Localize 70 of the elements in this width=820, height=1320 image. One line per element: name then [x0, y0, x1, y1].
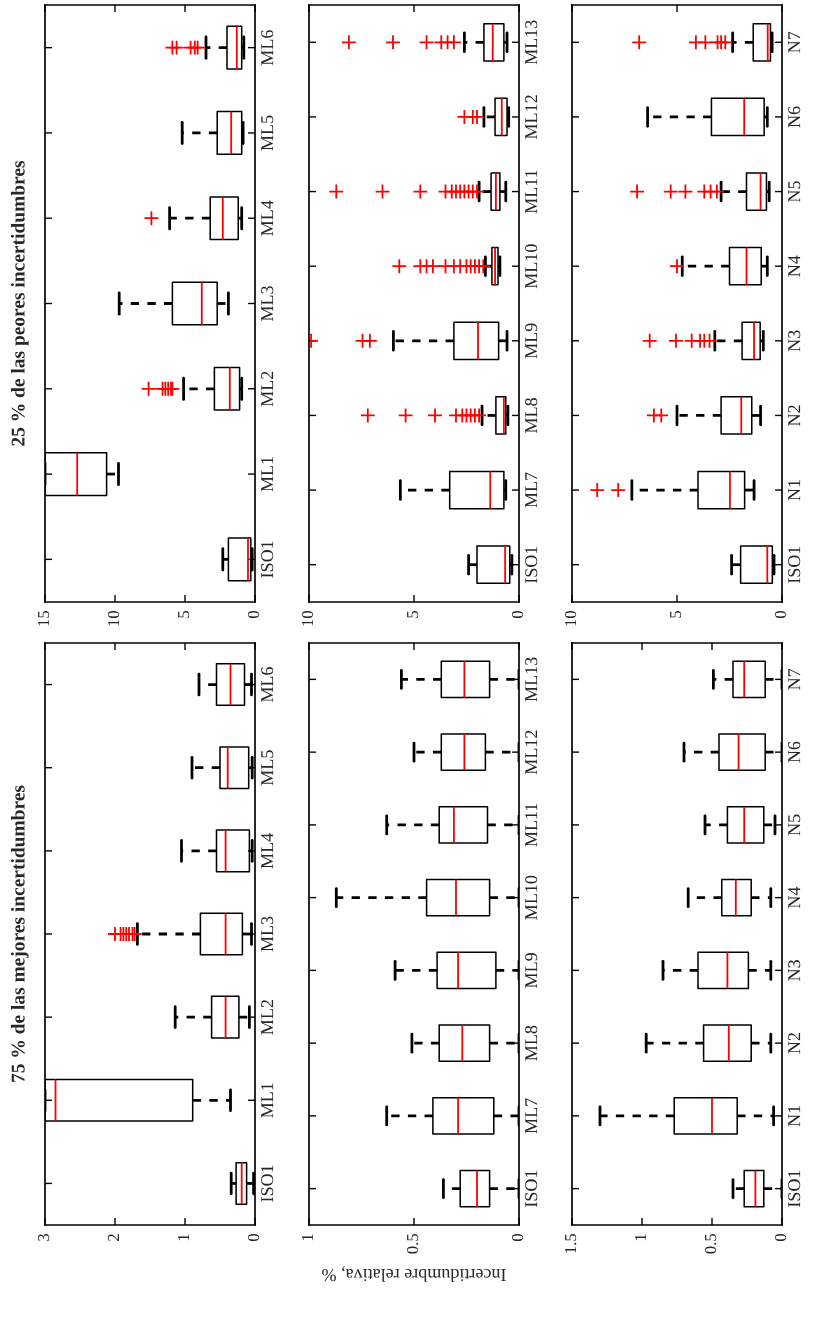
x-tick-label: 1: [302, 1234, 314, 1241]
x-tick-label: 1: [635, 1234, 647, 1241]
x-tick-label: 0: [511, 610, 524, 619]
y-tick-label: ML11: [525, 803, 538, 847]
y-tick-label: ISO1: [525, 1170, 538, 1208]
y-tick-label: ML12: [525, 95, 538, 139]
x-tick-label: 0.5: [406, 1233, 419, 1254]
y-tick-label: ML1: [261, 457, 274, 492]
y-tick-label: N1: [788, 1105, 801, 1127]
y-tick-label: ML4: [261, 833, 274, 869]
y-tick-label: N4: [788, 886, 801, 909]
y-tick-label: ML12: [525, 730, 538, 775]
y-tick-label: ML11: [525, 170, 538, 214]
y-tick-label: N7: [788, 668, 801, 690]
y-tick-label: N5: [788, 181, 801, 203]
y-tick-label: ISO1: [261, 541, 274, 578]
x-tick-label: 5: [407, 610, 419, 618]
y-tick-label: N3: [788, 960, 801, 981]
y-tick-label: N6: [788, 106, 801, 128]
text: 75 % de las mejores incertidumbres: [10, 785, 29, 1082]
x-tick-label: 10: [564, 610, 577, 626]
y-tick-label: N6: [788, 741, 801, 763]
x-tick-label: 10: [301, 610, 314, 626]
y-tick-label: ML6: [261, 30, 274, 66]
y-tick-label: N3: [788, 330, 801, 352]
y-tick-label: ML2: [261, 1000, 274, 1035]
y-tick-label: ML8: [525, 1025, 538, 1061]
x-tick-label: 15: [38, 610, 50, 626]
y-tick-label: ML10: [525, 244, 538, 289]
x-tick-label: 0: [247, 1233, 260, 1242]
x-tick-label: 0: [247, 610, 260, 619]
x-tick-label: 2: [107, 1234, 120, 1241]
y-tick-label: ISO1: [788, 546, 801, 584]
x-tick-label: 5: [670, 610, 682, 618]
x-tick-label: 0: [774, 610, 787, 619]
y-tick-label: N2: [788, 405, 801, 426]
y-tick-label: ML1: [261, 1083, 274, 1118]
y-tick-label: ML7: [525, 472, 538, 508]
y-tick-label: ML8: [525, 398, 538, 433]
y-tick-label: ML3: [261, 286, 274, 322]
y-tick-label: ISO1: [525, 546, 538, 584]
x-tick-label: 5: [178, 610, 190, 618]
y-tick-label: ML5: [261, 115, 274, 151]
y-tick-label: ML3: [261, 916, 274, 952]
x-tick-label: 1.5: [565, 1233, 577, 1253]
x-tick-label: 0: [774, 1233, 787, 1242]
y-tick-label: ISO1: [788, 1170, 801, 1208]
y-tick-label: ML7: [525, 1098, 538, 1134]
y-tick-label: ML9: [525, 323, 538, 359]
y-tick-label: ML6: [261, 667, 274, 703]
y-tick-label: ML9: [525, 953, 538, 988]
x-tick-label: 0: [511, 1233, 524, 1242]
y-tick-label: ML13: [525, 657, 538, 702]
x-tick-label: 1: [178, 1234, 190, 1241]
y-tick-label: N5: [788, 814, 801, 836]
x-axis-title: Incertidumbre relativa, %: [322, 1266, 506, 1282]
y-tick-label: N1: [788, 480, 801, 501]
text: 25 % de las peores incertidumbres: [10, 160, 29, 446]
x-tick-label: 0.5: [704, 1233, 717, 1254]
y-tick-label: N4: [788, 255, 801, 277]
y-tick-label: ML13: [525, 20, 538, 65]
y-tick-label: ML5: [261, 750, 274, 786]
y-tick-label: ISO1: [261, 1165, 274, 1202]
x-tick-label: 3: [37, 1233, 50, 1241]
y-tick-label: ML4: [261, 200, 274, 236]
x-tick-label: 10: [107, 610, 120, 626]
y-tick-label: N2: [788, 1033, 801, 1054]
y-tick-label: N7: [788, 31, 801, 53]
y-tick-label: ML10: [525, 875, 538, 920]
y-tick-label: ML2: [261, 371, 274, 407]
